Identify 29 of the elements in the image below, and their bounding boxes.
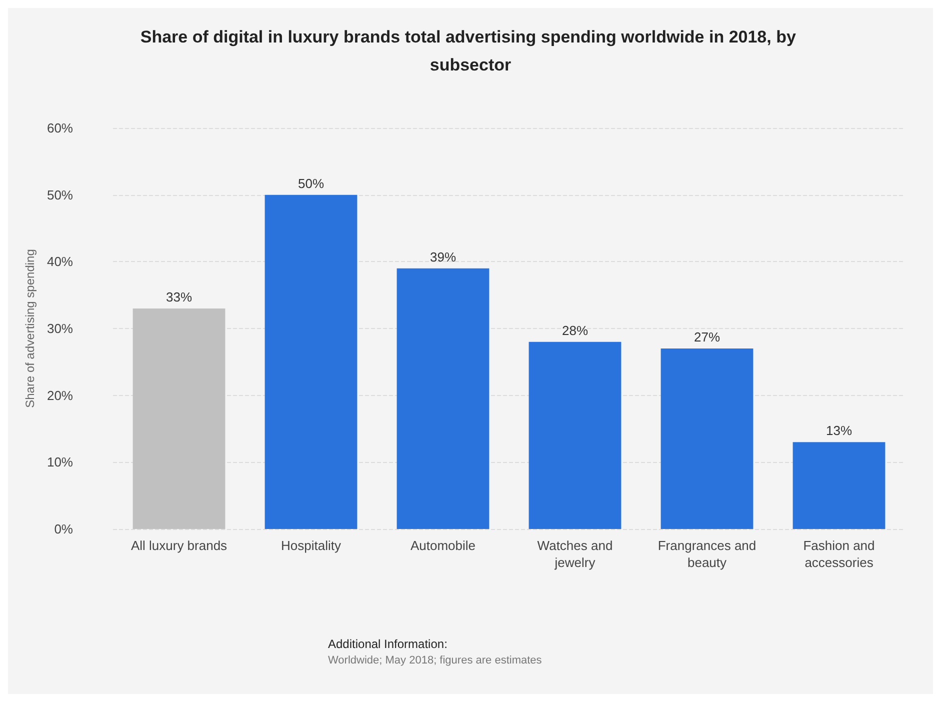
- bar: [528, 342, 622, 529]
- y-tick-label: 60%: [46, 120, 74, 136]
- x-tick-label: Fashion and accessories: [803, 538, 875, 570]
- x-tick-label: All luxury brands: [130, 538, 228, 553]
- data-label: 13%: [826, 423, 852, 438]
- x-tick-label: Hospitality: [281, 538, 342, 553]
- data-label: 33%: [166, 289, 192, 304]
- data-label: 28%: [562, 322, 588, 338]
- text: Worldwide; May 2018; figures are estimates: [328, 654, 542, 666]
- y-tick-label: 40%: [46, 254, 74, 270]
- bar: [264, 194, 358, 529]
- x-tick-label: Frangrances and beauty: [658, 538, 756, 570]
- chart-title: Share of digital in luxury brands total advertising spending worldwide in 2018, by subsector: [140, 28, 801, 74]
- y-tick-label: 20%: [46, 388, 74, 403]
- text: Additional Information:: [328, 637, 448, 651]
- data-label: 50%: [298, 176, 324, 191]
- data-label: 27%: [694, 330, 720, 345]
- bar: [660, 348, 754, 529]
- bar: [396, 268, 490, 529]
- y-tick-label: 30%: [46, 321, 74, 336]
- y-tick-label: 0%: [54, 522, 74, 536]
- y-tick-label: 10%: [46, 454, 74, 470]
- y-tick-label: 50%: [46, 187, 74, 202]
- x-tick-label: Automobile: [410, 538, 476, 553]
- bar: [132, 308, 226, 529]
- data-label: 39%: [430, 249, 456, 264]
- bar: [792, 442, 886, 529]
- y-axis-title: Share of advertising spending: [23, 249, 38, 408]
- x-tick-label: Watches and jewelry: [537, 538, 613, 570]
